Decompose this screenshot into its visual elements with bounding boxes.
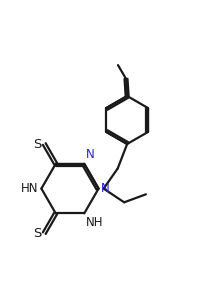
Text: HN: HN xyxy=(21,182,39,195)
Text: S: S xyxy=(33,138,42,151)
Text: S: S xyxy=(33,227,42,240)
Text: N: N xyxy=(101,182,110,195)
Text: N: N xyxy=(86,148,94,161)
Text: NH: NH xyxy=(86,216,103,229)
